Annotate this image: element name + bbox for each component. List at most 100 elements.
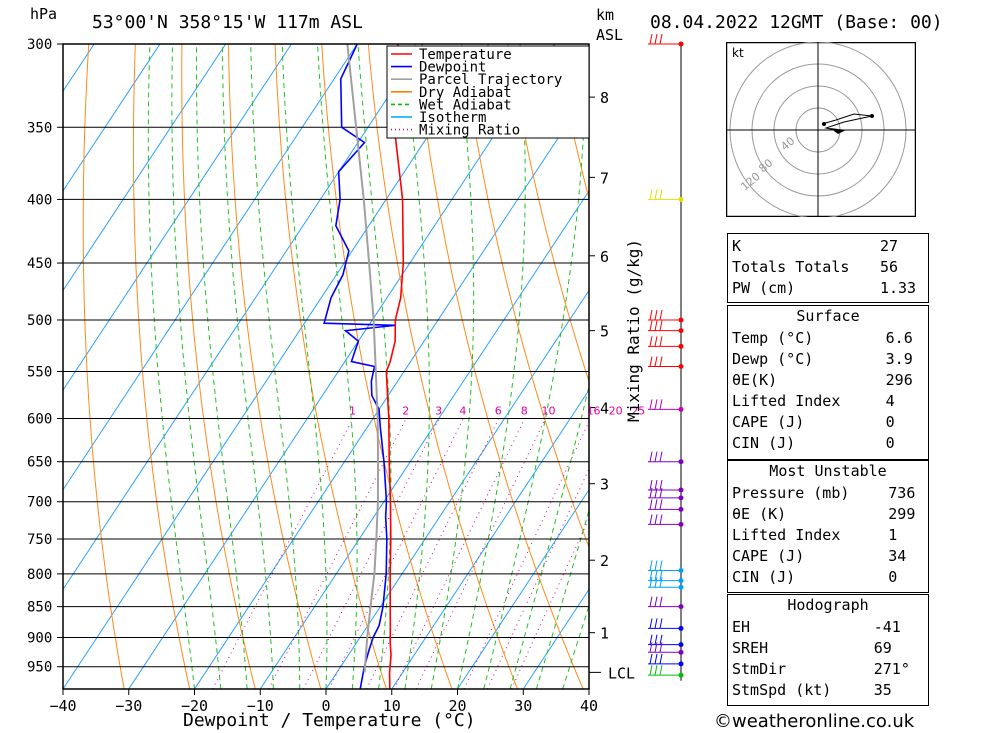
wind-barb: [648, 596, 684, 610]
wind-barb: [648, 634, 684, 648]
x-tick-label: 30: [514, 697, 532, 715]
wind-barb: [648, 479, 684, 493]
wind-barb-flag: [649, 618, 653, 629]
mu-row: Lifted Index 1: [728, 525, 928, 546]
mixing-ratio-line: [486, 467, 589, 689]
legend-label: Wet Adiabat: [419, 97, 512, 113]
hodo-label: SREH: [732, 639, 769, 657]
wind-barb-flag: [659, 618, 663, 629]
dry-adiabat-line: [132, 44, 191, 689]
index-label: K: [732, 237, 742, 255]
isotherm-line: [63, 44, 358, 491]
mixing-ratio-label: 1: [349, 404, 356, 417]
wind-barb-flag: [654, 570, 658, 581]
mu-label: Lifted Index: [732, 526, 841, 544]
hodo-value: 69: [873, 639, 892, 657]
wind-barb-flag: [649, 570, 653, 581]
x-tick-label: 40: [580, 697, 598, 715]
hodo-row: StmDir 271°: [728, 659, 928, 680]
wet-adiabat-line: [317, 44, 358, 689]
mu-label: θE (K): [732, 505, 787, 523]
wind-barb-flag: [654, 560, 658, 571]
footer-credit[interactable]: ©weatheronline.co.uk: [714, 711, 915, 732]
mu-value: 0: [888, 568, 898, 586]
wet-adiabat-line: [250, 44, 301, 689]
legend-label: Parcel Trajectory: [419, 72, 562, 88]
mixing-ratio-line: [366, 418, 500, 689]
mu-value: 299: [888, 505, 916, 523]
series-dewpoint: [323, 44, 396, 689]
hodograph-table: EH -41 SREH 69 StmDir 271° StmSpd (kt) 35: [728, 617, 928, 701]
wind-barb-flag: [659, 487, 663, 498]
mu-value: 34: [888, 547, 907, 565]
km-label: km: [596, 6, 615, 24]
hodograph-title: Hodograph: [787, 596, 869, 614]
mu-value: 1: [888, 526, 898, 544]
pressure-tick-label: 450: [27, 256, 52, 272]
series-temperature: [385, 44, 405, 689]
wind-barb-flag: [659, 570, 663, 581]
isotherm-line: [0, 44, 28, 689]
wind-barb-flag: [649, 487, 653, 498]
x-tick-label: −20: [181, 697, 208, 715]
legend-label: Mixing Ratio: [419, 123, 520, 139]
index-row: K 27: [728, 236, 928, 257]
surface-row: Dewp (°C) 3.9: [728, 349, 928, 370]
hodo-label: StmDir: [732, 660, 787, 678]
index-label: PW (cm): [732, 279, 796, 297]
height-tick-label: 3: [600, 476, 609, 494]
surface-value: 0: [885, 413, 895, 431]
skew-t-chart: 1 2 3 4 6 8 10 16 20 2530035040045050055060065070…: [0, 33, 700, 715]
index-value: 56: [879, 258, 898, 276]
dry-adiabat-line: [694, 44, 700, 689]
isotherm-line: [63, 44, 161, 192]
legend-label: Temperature: [419, 47, 512, 63]
wind-barb: [648, 189, 684, 202]
x-tick-label: −10: [247, 697, 274, 715]
wet-adiabat-line: [195, 44, 248, 689]
x-tick-label: 20: [448, 697, 466, 715]
wind-barb: [648, 514, 684, 527]
wind-barb: [648, 399, 684, 412]
mixing-ratio-line: [268, 418, 407, 689]
dry-adiabat-line: [82, 44, 125, 689]
height-tick-label: 8: [600, 89, 609, 107]
wind-barb-flag: [649, 642, 653, 653]
x-tick-label: −40: [49, 697, 76, 715]
pressure-tick-label: 550: [27, 364, 52, 380]
wind-barb: [648, 560, 684, 573]
dry-adiabat-line: [274, 44, 387, 689]
wind-barb: [648, 320, 684, 334]
index-row: PW (cm) 1.33: [728, 278, 928, 299]
dry-adiabat-line: [367, 44, 518, 689]
pressure-tick-label: 800: [27, 567, 52, 583]
pressure-tick-label: 400: [27, 192, 52, 208]
wind-barb-flag: [659, 514, 663, 525]
wind-barb-flag: [649, 309, 653, 321]
hodograph-unit: kt: [732, 46, 744, 60]
wind-barb-flag: [649, 189, 653, 200]
wind-barb-flag: [654, 653, 658, 664]
mixing-ratio-label: 3: [435, 404, 442, 417]
wind-barb-flag: [654, 336, 658, 347]
legend-box: [386, 45, 590, 139]
wind-barb-flag: [649, 577, 653, 588]
mixing-ratio-line: [328, 418, 464, 689]
pressure-tick-label: 700: [27, 495, 52, 511]
wet-adiabat-line: [483, 44, 587, 689]
wind-barb-flag: [654, 309, 658, 321]
x-tick-label: −30: [115, 697, 142, 715]
surface-box: Surface Temp (°C) 6.6 Dewp (°C) 3.9 θE(K) 2…: [727, 305, 929, 460]
wind-barb-flag: [654, 596, 658, 607]
wind-barb-flag: [654, 487, 658, 498]
wind-barb-flag: [659, 596, 663, 607]
isotherm-line: [63, 44, 227, 292]
legend-label: Dry Adiabat: [419, 85, 512, 101]
surface-row: θE(K) 296: [728, 370, 928, 391]
wind-barb-flag: [649, 451, 653, 462]
isotherm-line: [325, 289, 589, 689]
dry-adiabat-line: [181, 44, 256, 689]
surface-row: Temp (°C) 6.6: [728, 328, 928, 349]
